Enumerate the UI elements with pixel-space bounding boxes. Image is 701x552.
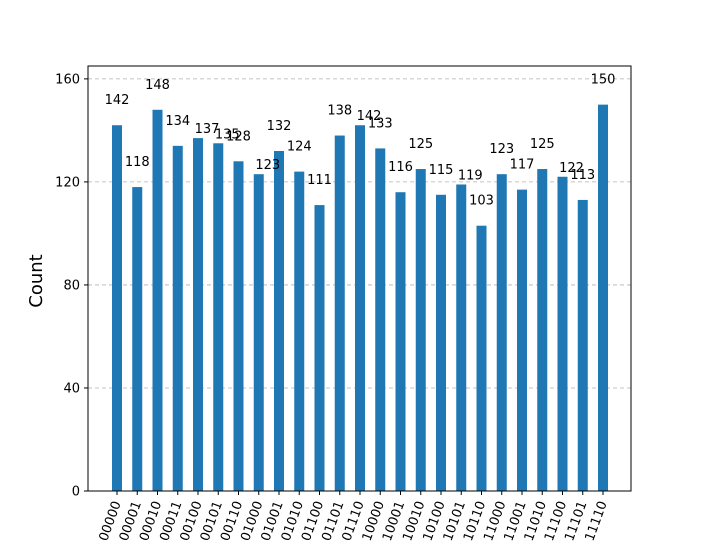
bar-11001	[517, 189, 527, 492]
data-label-10100: 115	[429, 163, 454, 178]
bar-11101	[577, 199, 588, 491]
data-label-11100: 122	[559, 161, 584, 176]
bar-10100	[436, 194, 446, 491]
data-label-11010: 125	[530, 137, 555, 152]
bar-01100	[314, 205, 325, 491]
data-label-00101: 135	[215, 127, 240, 142]
y-tick-label: 0	[72, 485, 80, 500]
y-axis: 0 40 80 120 160	[55, 72, 88, 500]
data-label-10001: 116	[388, 160, 413, 175]
data-label-01000: 123	[255, 158, 280, 173]
data-label-01100: 111	[307, 173, 332, 188]
data-label-11101: 113	[570, 168, 595, 183]
data-label-10101: 119	[458, 168, 483, 183]
data-label-00001: 118	[125, 155, 150, 170]
bar-00000	[112, 125, 122, 491]
y-axis-title: Count	[26, 254, 47, 307]
bar-10001	[395, 192, 406, 491]
plot-frame	[87, 65, 632, 492]
data-label-01001: 132	[267, 119, 292, 134]
data-label-10110: 103	[469, 194, 494, 209]
data-label-11001: 117	[510, 158, 535, 173]
bar-10000	[375, 148, 386, 491]
data-label-10000: 133	[368, 116, 393, 131]
bar-01010	[294, 171, 305, 491]
bar-11010	[537, 169, 548, 491]
bar-11110	[598, 104, 608, 492]
y-tick-label: 40	[63, 381, 80, 396]
data-label-00000: 142	[105, 93, 130, 108]
data-label-10010: 125	[408, 137, 433, 152]
bar-00001	[132, 187, 143, 491]
data-label-11110: 150	[591, 73, 616, 88]
bar-00010	[152, 109, 163, 492]
y-tick-label: 120	[55, 175, 80, 190]
data-label-00100: 137	[195, 122, 220, 137]
bar-01001	[274, 151, 284, 491]
y-tick-label: 160	[55, 72, 80, 87]
data-label-00110: 128	[226, 129, 251, 144]
bar-11000	[496, 174, 507, 491]
bar-00011	[172, 145, 183, 491]
bar-10010	[415, 169, 426, 491]
bars	[112, 104, 608, 492]
data-label-00010: 148	[145, 78, 170, 93]
data-label-00011: 134	[165, 114, 190, 129]
data-label-01010: 124	[287, 140, 312, 155]
bar-01110	[355, 125, 365, 491]
bar-00101	[213, 143, 224, 492]
bar-11100	[557, 176, 568, 491]
bar-10101	[456, 184, 467, 491]
y-tick-label: 80	[63, 278, 80, 293]
data-label-01101: 138	[327, 104, 352, 119]
data-label-11000: 123	[489, 142, 514, 157]
bar-01101	[334, 135, 345, 491]
bar-01000	[253, 174, 264, 491]
data-label-01110: 142	[357, 109, 382, 124]
bar-00100	[193, 138, 203, 491]
bar-00110	[233, 161, 244, 491]
bar-10110	[476, 225, 487, 492]
